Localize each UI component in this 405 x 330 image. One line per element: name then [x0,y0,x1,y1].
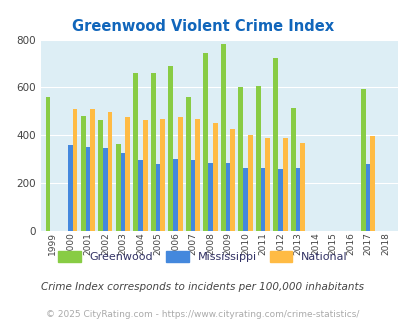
Bar [177,117,182,231]
Text: Greenwood Violent Crime Index: Greenwood Violent Crime Index [72,19,333,34]
Bar [120,153,125,231]
Bar [282,138,287,231]
Bar [260,168,265,231]
Bar [255,85,260,231]
Bar [212,123,217,231]
Bar [168,66,173,231]
Bar [155,164,160,231]
Bar [103,148,107,231]
Bar [195,119,200,231]
Bar [107,112,112,231]
Bar [125,117,130,231]
Bar [85,147,90,231]
Bar [360,89,365,231]
Bar [98,120,103,231]
Bar [300,143,305,231]
Bar [72,110,77,231]
Bar [273,57,277,231]
Bar [151,73,155,231]
Bar [243,168,247,231]
Bar [369,136,374,231]
Bar [185,97,190,231]
Bar [81,116,85,231]
Bar [365,164,369,231]
Bar [220,44,225,231]
Bar [115,144,120,231]
Bar [247,135,252,231]
Text: © 2025 CityRating.com - https://www.cityrating.com/crime-statistics/: © 2025 CityRating.com - https://www.city… [46,310,359,319]
Legend: Greenwood, Mississippi, National: Greenwood, Mississippi, National [54,247,351,267]
Bar [143,120,147,231]
Bar [230,129,234,231]
Text: Crime Index corresponds to incidents per 100,000 inhabitants: Crime Index corresponds to incidents per… [41,282,364,292]
Bar [90,110,95,231]
Bar [208,163,212,231]
Bar [295,168,300,231]
Bar [290,108,295,231]
Bar [133,73,138,231]
Bar [238,87,243,231]
Bar [190,160,195,231]
Bar [265,138,269,231]
Bar [203,53,208,231]
Bar [225,163,230,231]
Bar [277,169,282,231]
Bar [138,160,143,231]
Bar [68,145,72,231]
Bar [160,119,164,231]
Bar [173,159,177,231]
Bar [46,97,50,231]
